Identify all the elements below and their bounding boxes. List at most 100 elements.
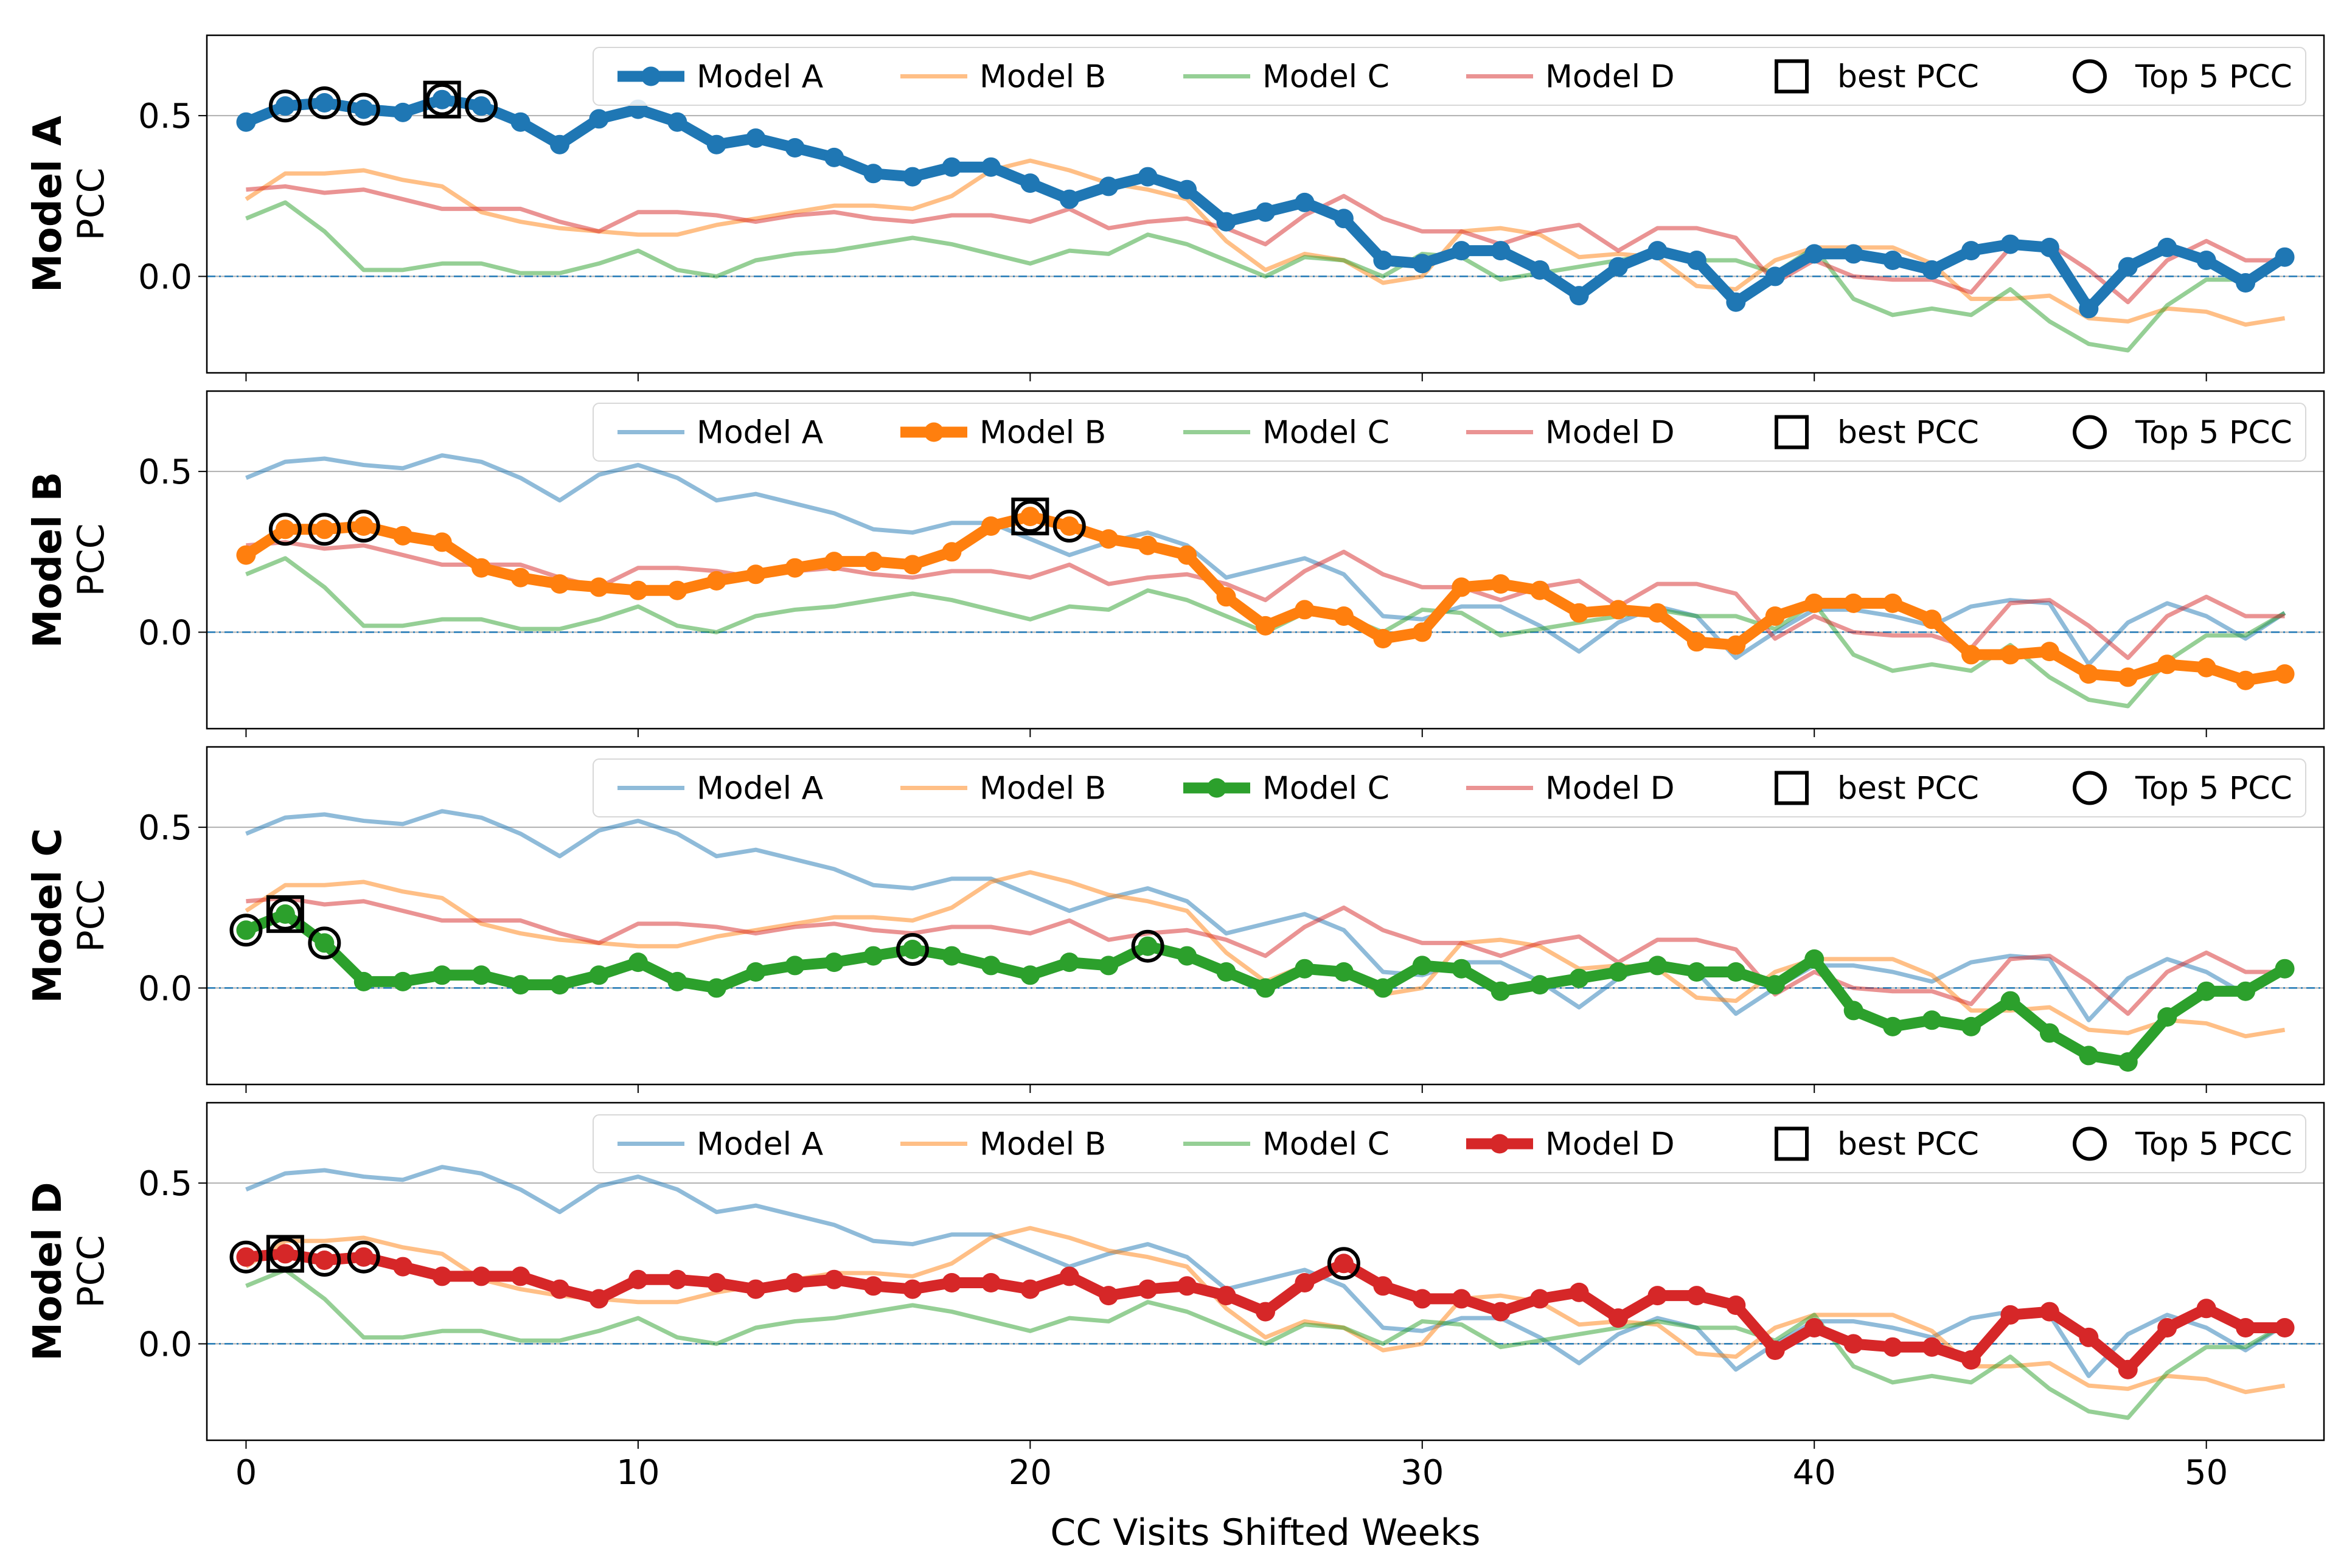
top5-pcc-marker [308,1244,341,1277]
data-point-model-b [510,567,530,588]
data-point-model-b [1883,593,1903,613]
data-point-model-d [1686,1286,1706,1306]
data-point-model-a [1961,241,1981,261]
series-line-model-d [246,184,2285,305]
data-point-model-d [275,1244,295,1264]
legend: Model A Model B Model C Model D best PCC Top … [593,1114,2306,1173]
data-point-model-c [1452,959,1472,979]
best-pcc-marker [266,895,304,933]
y-axis-label: PCC [70,168,113,241]
plot-frame [206,390,2325,730]
data-point-model-b [1452,577,1472,597]
data-point-model-c [1647,956,1668,976]
data-point-model-b [1647,603,1668,623]
legend-label: Top 5 PCC [2135,59,2292,95]
data-point-model-b [2236,670,2256,690]
x-tick-label: 20 [1009,1453,1052,1493]
data-point-model-b [824,552,844,572]
legend: Model A Model B Model C Model D best PCC Top … [593,47,2306,106]
legend-label: Model B [979,415,1106,451]
data-point-model-d [1922,1337,1942,1357]
data-point-model-a [236,112,256,132]
data-point-model-b [1804,593,1824,613]
top5-pcc-marker [347,1240,380,1274]
data-point-model-c [2039,1023,2059,1043]
legend-item-model-a: Model A [617,771,824,807]
subplot-model-c: 0.0 0.5 Model A Model B Model C Model D best P… [26,746,2325,1093]
data-point-model-c [2275,959,2295,979]
data-point-model-a [1099,176,1119,196]
top5-pcc-marker [268,89,302,123]
legend-item-best-pcc: best PCC [1775,1126,1979,1163]
data-point-model-a [981,157,1001,177]
data-point-model-a [1452,241,1472,261]
legend-item-model-c: Model C [1183,1126,1390,1163]
legend-label: Top 5 PCC [2135,771,2292,807]
data-point-model-a [1059,189,1079,209]
legend-marker-model-c [1207,778,1226,798]
plot-frame [206,34,2325,374]
best-pcc-marker [1011,498,1049,536]
data-point-model-a [824,147,844,167]
x-tick-label: 10 [616,1453,659,1493]
data-point-model-d [1099,1286,1119,1306]
legend-label: Model A [697,415,824,451]
data-point-model-a [1216,212,1236,232]
data-point-model-b [393,526,413,546]
data-point-model-b [667,580,687,600]
row-title-model-a: Model A [26,116,71,293]
legend-item-model-b: Model B [900,415,1106,451]
data-point-model-c [1216,962,1236,982]
data-point-model-a [903,167,922,187]
data-point-model-c [1099,956,1119,976]
legend-box [593,403,2306,462]
y-tick-label: 0.0 [138,969,192,1008]
legend-item-model-c: Model C [1183,59,1390,95]
data-point-model-a [667,112,687,132]
data-point-model-a [1020,173,1040,193]
data-point-model-a [2236,273,2256,293]
subplot-model-a: 0.0 0.5 Model A Model B Model C Model D best P… [26,34,2325,381]
y-tick-label: 0.0 [138,1325,192,1364]
data-point-model-b [942,542,962,562]
data-point-model-d [471,1266,492,1286]
data-point-model-c [1961,1016,1981,1036]
data-point-model-c [628,952,648,973]
data-point-model-a [471,96,492,116]
data-point-model-c [2196,981,2216,1001]
top5-pcc-marker [1014,500,1047,533]
data-point-model-c [1491,981,1511,1001]
data-point-model-d [1883,1337,1903,1357]
data-point-model-a [432,89,452,109]
data-point-model-b [2275,664,2295,684]
data-point-model-b [1373,629,1393,648]
data-point-model-b [315,519,335,539]
x-tick-label: 50 [2185,1453,2228,1493]
legend-label: Model C [1262,771,1390,807]
series-line-model-a [245,1165,2286,1378]
legend-circle-marker [2073,59,2107,94]
legend-label: Model B [979,59,1106,95]
data-point-model-c [471,965,492,985]
data-point-model-a [2079,299,2099,319]
data-point-model-c [1295,959,1315,979]
data-point-model-b [1020,507,1040,527]
data-point-model-d [1177,1276,1197,1296]
legend-label: best PCC [1837,59,1979,95]
data-point-model-c [393,971,413,991]
top5-pcc-marker [347,92,380,126]
data-point-model-a [353,99,374,119]
data-point-model-b [550,574,569,594]
data-point-model-d [510,1266,530,1286]
top5-pcc-marker [896,933,929,966]
legend-label: Model D [1545,415,1675,451]
data-point-model-d [706,1273,726,1292]
y-tick-label: 0.5 [138,97,192,136]
data-point-model-a [1530,260,1550,280]
data-point-model-a [1609,257,1628,277]
data-point-model-c [1412,956,1432,976]
legend-box [593,1114,2306,1173]
data-point-model-c [315,933,335,953]
legend-item-model-b: Model B [900,771,1106,807]
